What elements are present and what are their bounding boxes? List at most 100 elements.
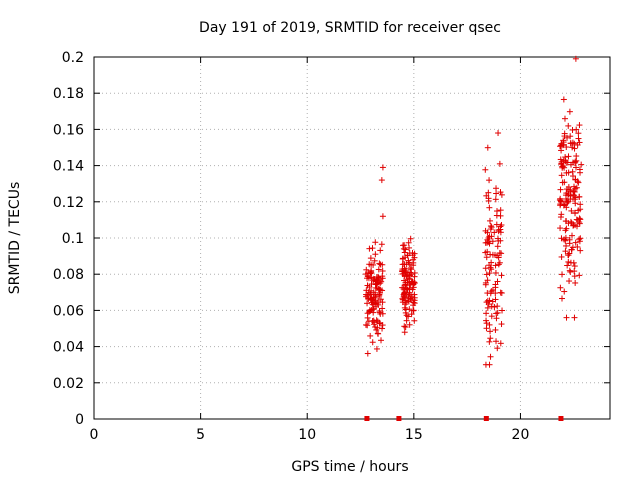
data-point bbox=[558, 172, 565, 179]
data-point bbox=[402, 269, 409, 276]
data-point bbox=[410, 262, 417, 269]
data-point bbox=[377, 310, 384, 317]
data-point bbox=[491, 303, 498, 310]
data-point bbox=[410, 307, 417, 314]
data-point bbox=[572, 209, 579, 216]
data-point bbox=[572, 194, 579, 201]
data-point bbox=[574, 178, 581, 185]
data-point bbox=[403, 312, 410, 319]
data-point bbox=[408, 266, 415, 273]
data-point bbox=[379, 325, 386, 332]
data-point bbox=[498, 221, 505, 228]
data-point bbox=[497, 212, 504, 219]
data-point bbox=[572, 239, 579, 246]
data-point bbox=[379, 287, 386, 294]
data-point bbox=[571, 273, 578, 280]
data-point bbox=[572, 185, 579, 192]
data-point bbox=[482, 249, 489, 256]
axis-ticks bbox=[93, 56, 610, 420]
data-point bbox=[562, 248, 569, 255]
data-point bbox=[411, 297, 418, 304]
data-point bbox=[499, 307, 506, 314]
data-point bbox=[566, 108, 573, 115]
data-point bbox=[376, 320, 383, 327]
data-point bbox=[565, 153, 572, 160]
data-point bbox=[485, 235, 492, 242]
data-point bbox=[486, 262, 493, 269]
x-axis-title: GPS time / hours bbox=[291, 459, 408, 475]
data-point bbox=[484, 144, 491, 151]
y-tick-label: 0.06 bbox=[53, 303, 84, 319]
data-point bbox=[364, 310, 371, 317]
data-point bbox=[559, 295, 566, 302]
data-point bbox=[405, 298, 412, 305]
data-point bbox=[369, 245, 376, 252]
data-point bbox=[577, 247, 584, 254]
data-point bbox=[567, 188, 574, 195]
data-point bbox=[562, 227, 569, 234]
data-point bbox=[576, 193, 583, 200]
data-point bbox=[498, 272, 505, 279]
data-point bbox=[406, 244, 413, 251]
data-point bbox=[561, 236, 568, 243]
data-point bbox=[575, 179, 582, 186]
data-point bbox=[493, 338, 500, 345]
data-point bbox=[362, 271, 369, 278]
data-point bbox=[570, 222, 577, 229]
data-point bbox=[571, 314, 578, 321]
data-point bbox=[401, 329, 408, 336]
data-point bbox=[562, 192, 569, 199]
data-point bbox=[563, 314, 570, 321]
y-axis-title: SRMTID / TECUs bbox=[7, 182, 23, 295]
data-point bbox=[569, 144, 576, 151]
data-point bbox=[373, 345, 380, 352]
data-point bbox=[573, 157, 580, 164]
data-point bbox=[486, 217, 493, 224]
data-point bbox=[571, 263, 578, 270]
data-point bbox=[365, 308, 372, 315]
data-point bbox=[559, 142, 566, 149]
y-tick-label: 0.08 bbox=[53, 267, 84, 283]
data-point bbox=[411, 280, 418, 287]
data-point bbox=[482, 281, 489, 288]
data-point bbox=[576, 220, 583, 227]
data-point bbox=[564, 262, 571, 269]
data-point bbox=[565, 122, 572, 129]
data-point bbox=[379, 213, 386, 220]
y-tick-label: 0.1 bbox=[62, 231, 84, 247]
data-point bbox=[406, 280, 413, 287]
data-point bbox=[483, 317, 490, 324]
data-point bbox=[404, 252, 411, 259]
data-point bbox=[568, 207, 575, 214]
data-point bbox=[492, 269, 499, 276]
data-point bbox=[375, 266, 382, 273]
data-point bbox=[378, 337, 385, 344]
data-point bbox=[483, 320, 490, 327]
data-point bbox=[379, 305, 386, 312]
data-point bbox=[567, 133, 574, 140]
data-point bbox=[407, 235, 414, 242]
data-point bbox=[563, 242, 570, 249]
data-point bbox=[375, 330, 382, 337]
data-point bbox=[497, 340, 504, 347]
data-point bbox=[411, 317, 418, 324]
data-point bbox=[574, 216, 581, 223]
data-point bbox=[402, 297, 409, 304]
data-point bbox=[487, 226, 494, 233]
data-point bbox=[399, 267, 406, 274]
y-tick-label: 0.12 bbox=[53, 195, 84, 211]
data-point bbox=[482, 227, 489, 234]
data-point bbox=[379, 299, 386, 306]
data-point bbox=[558, 211, 565, 218]
data-point bbox=[576, 139, 583, 146]
data-point bbox=[564, 134, 571, 141]
data-point bbox=[372, 293, 379, 300]
data-point bbox=[563, 169, 570, 176]
data-point bbox=[574, 223, 581, 230]
data-point bbox=[572, 55, 579, 62]
data-point bbox=[376, 308, 383, 315]
data-point bbox=[404, 276, 411, 283]
data-point bbox=[565, 252, 572, 259]
data-point bbox=[486, 270, 493, 277]
y-tick-label: 0.14 bbox=[53, 159, 84, 175]
